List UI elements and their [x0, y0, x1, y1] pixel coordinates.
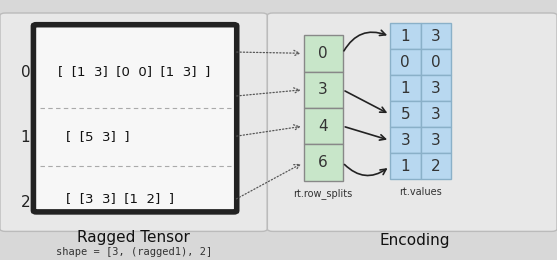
FancyBboxPatch shape: [304, 35, 343, 72]
Text: 1: 1: [21, 130, 31, 145]
Text: 3: 3: [431, 133, 441, 148]
FancyBboxPatch shape: [390, 75, 421, 101]
Text: 1: 1: [400, 159, 410, 174]
Text: 0: 0: [431, 55, 441, 70]
FancyBboxPatch shape: [390, 127, 421, 153]
Text: Ragged Tensor: Ragged Tensor: [77, 230, 190, 245]
FancyBboxPatch shape: [421, 153, 451, 179]
Text: 1: 1: [400, 29, 410, 44]
Text: [  [5  3]  ]: [ [5 3] ]: [66, 130, 129, 143]
FancyBboxPatch shape: [304, 72, 343, 108]
Text: 0: 0: [318, 46, 328, 61]
Text: 6: 6: [318, 155, 328, 170]
FancyBboxPatch shape: [0, 13, 267, 231]
Text: 3: 3: [431, 107, 441, 122]
FancyBboxPatch shape: [421, 23, 451, 49]
Text: 4: 4: [318, 119, 328, 134]
FancyBboxPatch shape: [390, 49, 421, 75]
FancyBboxPatch shape: [390, 153, 421, 179]
FancyBboxPatch shape: [304, 144, 343, 181]
Text: 3: 3: [400, 133, 410, 148]
FancyBboxPatch shape: [33, 25, 237, 212]
Text: 3: 3: [431, 29, 441, 44]
Text: Encoding: Encoding: [380, 233, 450, 248]
FancyBboxPatch shape: [304, 108, 343, 144]
Text: [  [1  3]  [0  0]  [1  3]  ]: [ [1 3] [0 0] [1 3] ]: [57, 65, 210, 78]
Text: 3: 3: [431, 81, 441, 96]
FancyBboxPatch shape: [390, 101, 421, 127]
Text: 3: 3: [318, 82, 328, 97]
FancyBboxPatch shape: [421, 49, 451, 75]
FancyBboxPatch shape: [421, 75, 451, 101]
FancyBboxPatch shape: [390, 23, 421, 49]
Text: 2: 2: [21, 195, 31, 210]
Text: shape = [3, (ragged1), 2]: shape = [3, (ragged1), 2]: [56, 247, 212, 257]
Text: rt.row_splits: rt.row_splits: [294, 188, 353, 199]
Text: 0: 0: [400, 55, 410, 70]
Text: 5: 5: [400, 107, 410, 122]
Text: 2: 2: [431, 159, 441, 174]
Text: 0: 0: [21, 65, 31, 80]
Text: [  [3  3]  [1  2]  ]: [ [3 3] [1 2] ]: [66, 192, 174, 205]
Text: rt.values: rt.values: [399, 187, 442, 197]
FancyBboxPatch shape: [421, 127, 451, 153]
FancyBboxPatch shape: [267, 13, 557, 231]
Text: 1: 1: [400, 81, 410, 96]
FancyBboxPatch shape: [421, 101, 451, 127]
